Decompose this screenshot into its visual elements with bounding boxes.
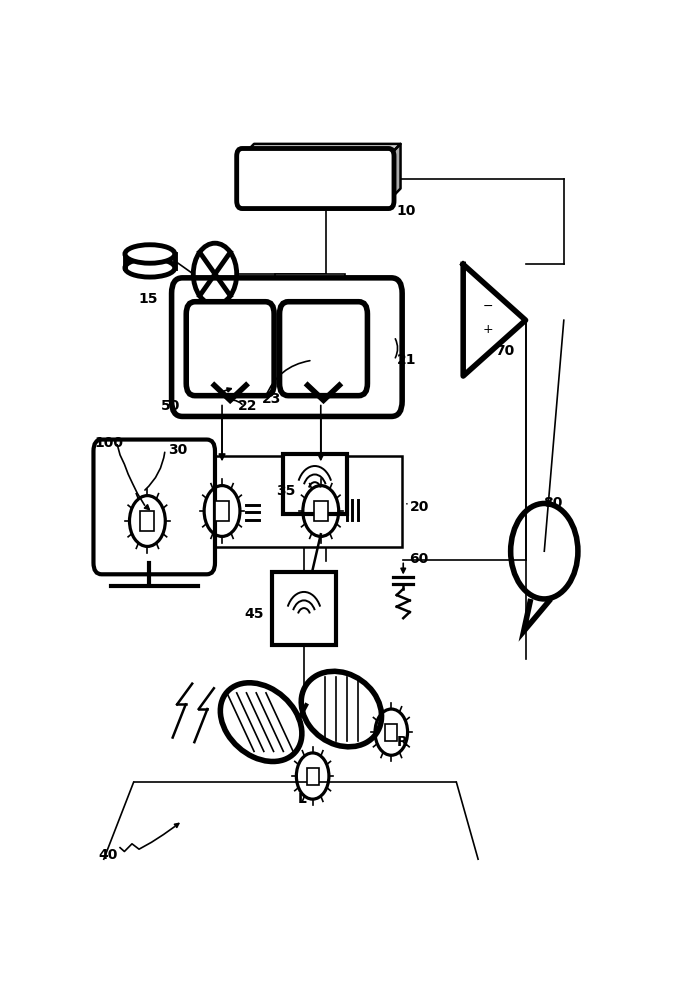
Bar [385,724,398,741]
Bar [283,454,346,514]
Bar [274,274,345,319]
Text: 70: 70 [496,344,514,358]
Bar [140,511,155,531]
Text: 40: 40 [98,848,118,862]
Text: −: − [483,300,493,313]
Ellipse shape [301,671,382,747]
Ellipse shape [125,259,175,277]
Text: 30: 30 [168,443,187,457]
Ellipse shape [125,245,175,263]
Polygon shape [463,264,526,376]
Polygon shape [242,144,400,156]
Text: 22: 22 [238,399,258,413]
Text: L: L [190,467,200,485]
Text: 35: 35 [276,484,295,498]
Text: 100: 100 [94,436,123,450]
Ellipse shape [220,683,302,762]
Text: 50: 50 [161,399,180,413]
Bar [272,572,336,645]
Text: L: L [298,792,307,806]
Text: 20: 20 [410,500,430,514]
Bar [307,768,319,785]
Text: P: P [211,307,221,321]
FancyBboxPatch shape [237,148,394,209]
Text: 23: 23 [262,392,281,406]
Bar [314,501,328,521]
Text: R: R [314,467,327,485]
Text: 21: 21 [397,353,416,367]
FancyBboxPatch shape [94,440,215,574]
Text: +: + [483,323,493,336]
Bar [174,456,402,547]
Text: 10: 10 [397,204,416,218]
Text: 80: 80 [543,496,563,510]
FancyBboxPatch shape [279,302,368,396]
Text: 15: 15 [138,292,158,306]
Text: R: R [397,735,407,749]
FancyBboxPatch shape [186,302,274,396]
Polygon shape [389,144,400,201]
Bar [215,501,229,521]
Text: 45: 45 [245,607,265,621]
Text: 60: 60 [409,552,428,566]
FancyBboxPatch shape [172,278,402,416]
